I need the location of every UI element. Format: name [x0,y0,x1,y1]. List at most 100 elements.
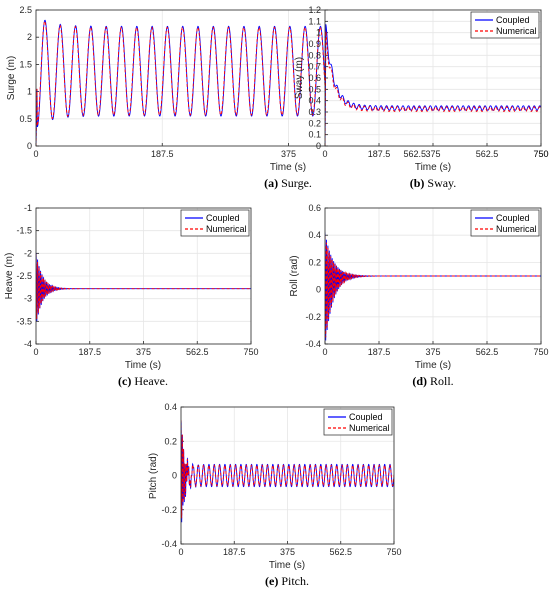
legend-label-numerical: Numerical [496,26,537,36]
y-tick-label: -0.4 [305,339,321,349]
y-tick-label: -2.5 [16,271,32,281]
x-axis-label-surge: Time (s) [270,162,306,173]
x-tick-label: 375 [425,347,440,357]
y-tick-label: 0.1 [308,130,321,140]
x-tick-label: 562.5 [186,347,209,357]
y-tick-label: -4 [24,339,32,349]
y-tick-label: -0.2 [305,312,321,322]
y-tick-label: -3 [24,294,32,304]
caption-letter-surge: (a) [264,176,278,190]
caption-pitch: (e) Pitch. [265,574,309,588]
caption-roll: (d) Roll. [412,374,453,388]
x-axis-label-pitch: Time (s) [269,560,305,571]
x-tick-label: 562.5 [476,149,499,159]
x-tick-label: 0 [33,149,38,159]
panel-roll: 0 187.5 375 562.5 750 -0.4 -0.2 0 0.2 0.4 0.6 Coupl… [289,203,549,388]
legend-label-numerical: Numerical [349,423,390,433]
plot-area-roll: 0 187.5 375 562.5 750 -0.4 -0.2 0 0.2 0.4 0.6 Coupl… [305,203,548,357]
panel-sway: 0 187.5 375 562.5 75000.10.20.30.40.50.60.70… [294,5,549,190]
series-line-coupled [325,24,541,146]
x-tick-label: 187.5 [223,547,246,557]
y-tick-label: 2 [27,32,32,42]
y-tick-label: 0.5 [19,114,32,124]
y-tick-label: 1.2 [308,5,321,15]
y-tick-label: 0.9 [308,39,321,49]
legend-label-numerical: Numerical [496,224,537,234]
y-tick-label: 0.8 [308,50,321,60]
y-tick-label: 2.5 [19,5,32,15]
y-tick-label: 1.5 [19,59,32,69]
x-tick-label: 562.5 [329,547,352,557]
x-tick-label: 750 [533,347,548,357]
caption-letter-roll: (d) [412,374,427,388]
legend-label-coupled: Coupled [496,15,530,25]
x-tick-label: 187.5 [78,347,101,357]
x-axis-label-roll: Time (s) [415,360,451,371]
series-line-numerical [181,419,394,519]
legend-label-coupled: Coupled [496,213,530,223]
axes-frame [324,9,542,147]
y-tick-label: 1.1 [308,16,321,26]
caption-sway: (b) Sway. [410,176,457,190]
caption-text-surge: Surge. [278,176,312,190]
axes-frame [180,406,395,545]
x-tick-label: 750 [243,347,258,357]
y-tick-label: 1 [27,87,32,97]
y-tick-label: 0 [316,285,321,295]
x-tick-label: 375 [281,149,296,159]
y-tick-label: 0.7 [308,62,321,72]
y-tick-label: 0.2 [164,436,177,446]
plot-area-pitch: 0 187.5 375 562.5 750 -0.4 -0.2 0 0.2 0.4 CoupledN… [161,402,401,557]
y-tick-label: 0.2 [308,118,321,128]
y-tick-label: 1 [316,28,321,38]
x-tick-label: 375 [280,547,295,557]
caption-text-heave: Heave. [131,374,168,388]
x-tick-label: 375 [425,149,440,159]
y-tick-label: 0.3 [308,107,321,117]
y-tick-label: 0.4 [308,230,321,240]
y-tick-label: 0.4 [308,96,321,106]
y-tick-label: 0.4 [164,402,177,412]
caption-letter-pitch: (e) [265,574,278,588]
y-tick-label: 0.6 [308,203,321,213]
y-tick-label: 0 [316,141,321,151]
x-tick-label: 750 [386,547,401,557]
x-tick-label: 375 [136,347,151,357]
series-line-numerical [325,31,541,146]
legend-label-numerical: Numerical [206,224,247,234]
y-axis-label-pitch: Pitch (rad) [148,453,159,499]
legend-label-coupled: Coupled [349,412,383,422]
y-tick-label: -0.2 [161,505,177,515]
legend-box [323,408,393,436]
y-axis-label-heave: Heave (m) [4,253,15,300]
caption-surge: (a) Surge. [264,176,312,190]
x-tick-label: 0 [322,149,327,159]
x-tick-label: 187.5 [151,149,174,159]
caption-text-pitch: Pitch. [278,574,309,588]
x-tick-label: 562.5 [476,347,499,357]
legend-box [470,11,540,39]
y-tick-label: -2 [24,248,32,258]
y-tick-label: -1.5 [16,226,32,236]
x-axis-label-heave: Time (s) [125,360,161,371]
caption-text-roll: Roll. [427,374,454,388]
legend-label-coupled: Coupled [206,213,240,223]
caption-text-sway: Sway. [424,176,456,190]
y-axis-label-roll: Roll (rad) [289,255,300,296]
axes-frame [324,207,542,345]
x-tick-label: 187.5 [368,149,391,159]
series-line-numerical [36,253,251,320]
caption-letter-heave: (c) [118,374,131,388]
y-tick-label: 0 [172,471,177,481]
x-tick-label: 750 [533,149,548,159]
y-tick-label: 0.2 [308,257,321,267]
legend-box [470,209,540,237]
x-tick-label: 0 [322,347,327,357]
legend-box [180,209,250,237]
y-axis-label-surge: Surge (m) [6,56,17,100]
y-tick-label: 0 [27,141,32,151]
